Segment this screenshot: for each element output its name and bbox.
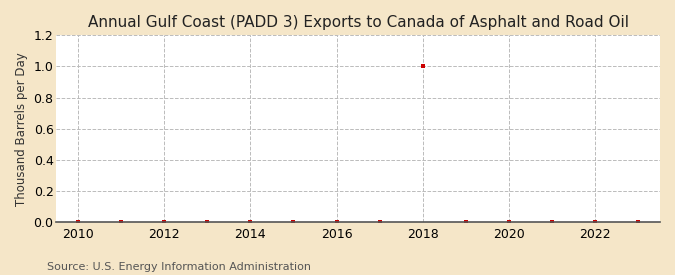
- Title: Annual Gulf Coast (PADD 3) Exports to Canada of Asphalt and Road Oil: Annual Gulf Coast (PADD 3) Exports to Ca…: [88, 15, 628, 30]
- Y-axis label: Thousand Barrels per Day: Thousand Barrels per Day: [15, 52, 28, 206]
- Text: Source: U.S. Energy Information Administration: Source: U.S. Energy Information Administ…: [47, 262, 311, 272]
